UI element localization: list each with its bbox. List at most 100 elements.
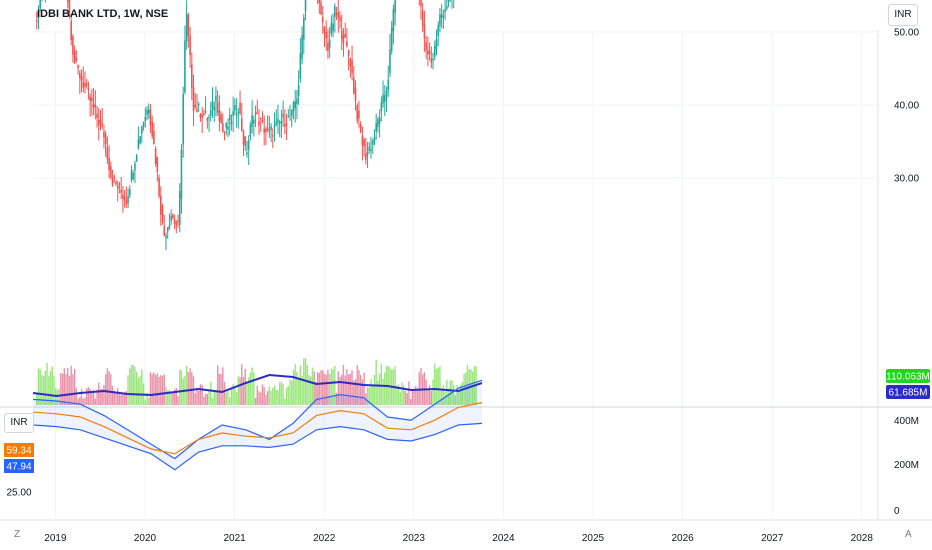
candle-body xyxy=(299,53,302,79)
volume-bar xyxy=(89,388,91,405)
candle-body xyxy=(387,79,390,91)
volume-bar xyxy=(358,370,360,405)
candle-body xyxy=(320,2,322,15)
candle-body xyxy=(94,104,97,108)
candle-body xyxy=(137,139,140,149)
volume-bar xyxy=(260,392,262,405)
candle-body xyxy=(197,103,200,105)
volume-bar xyxy=(151,374,153,405)
candle-body xyxy=(356,105,359,121)
candle-body xyxy=(263,128,265,133)
volume-bar xyxy=(277,390,279,405)
volume-bar xyxy=(210,381,212,405)
volume-bar xyxy=(366,386,369,405)
volume-bar xyxy=(284,398,286,405)
time-axis-label: 2020 xyxy=(134,533,157,544)
volume-bar xyxy=(318,373,321,405)
candle-body xyxy=(321,16,324,23)
candle-body xyxy=(390,27,393,52)
volume-bar xyxy=(94,398,97,405)
volume-bar xyxy=(58,388,60,405)
candle-body xyxy=(385,90,388,97)
candle-body xyxy=(151,121,153,137)
volume-bar xyxy=(292,369,295,405)
volume-bar xyxy=(208,391,210,405)
volume-bar xyxy=(65,374,67,405)
lower-pane-currency-button[interactable]: INR xyxy=(4,413,34,433)
volume-bar xyxy=(256,385,258,405)
volume-bar xyxy=(111,385,114,405)
candle-body xyxy=(265,128,267,132)
candle-body xyxy=(123,196,126,201)
candle-body xyxy=(115,181,117,184)
candle-body xyxy=(251,115,253,127)
candle-body xyxy=(301,34,303,59)
volume-bar xyxy=(291,380,293,405)
volume-bar xyxy=(244,368,246,405)
candle-body xyxy=(349,58,352,67)
volume-bar xyxy=(56,389,59,405)
volume-bar xyxy=(192,376,195,405)
volume-bar xyxy=(253,372,255,405)
volume-bar xyxy=(115,391,117,405)
auto-scale-button[interactable]: A xyxy=(905,529,912,540)
volume-bar xyxy=(87,387,90,405)
volume-bar xyxy=(265,394,267,405)
volume-bar xyxy=(153,372,155,405)
volume-bar xyxy=(206,393,209,405)
candle-body xyxy=(199,113,202,118)
candle-body xyxy=(380,102,383,111)
volume-bar xyxy=(404,390,407,405)
candle-body xyxy=(234,105,236,111)
candle-body xyxy=(435,39,438,49)
volume-bar xyxy=(137,377,140,405)
currency-button[interactable]: INR xyxy=(888,4,918,26)
volume-bar xyxy=(456,384,458,405)
candle-body xyxy=(172,214,174,219)
volume-bar xyxy=(242,376,245,405)
candle-body xyxy=(153,131,155,145)
volume-bar xyxy=(144,399,146,405)
volume-bar xyxy=(315,381,317,405)
candle-body xyxy=(240,118,243,132)
candle-body xyxy=(334,6,336,17)
volume-bar xyxy=(166,390,169,405)
volume-bar xyxy=(447,388,450,405)
candle-body xyxy=(166,227,169,232)
volume-bar xyxy=(335,392,338,405)
volume-bar xyxy=(332,369,334,405)
volume-bar xyxy=(39,369,41,405)
candle-body xyxy=(84,82,86,87)
candle-body xyxy=(287,116,290,118)
candle-body xyxy=(427,50,429,55)
volume-bar xyxy=(310,376,312,405)
candle-body xyxy=(73,50,76,64)
candle-body xyxy=(256,112,259,114)
timezone-button[interactable]: Z xyxy=(14,529,21,540)
volume-bar xyxy=(61,373,64,405)
candle-body xyxy=(290,109,293,116)
candle-body xyxy=(340,30,343,39)
candle-body xyxy=(209,109,212,116)
candle-body xyxy=(213,106,216,111)
time-axis-label: 2024 xyxy=(492,533,515,544)
volume-bar xyxy=(80,389,83,405)
volume-bar xyxy=(454,395,457,405)
candle-body xyxy=(201,114,203,119)
symbol-title: IDBI BANK LTD, 1W, NSE xyxy=(37,8,169,20)
candle-body xyxy=(141,126,143,134)
volume-bar xyxy=(180,370,183,405)
oscillator-line xyxy=(32,422,483,471)
candle-body xyxy=(156,157,159,172)
volume-bar xyxy=(146,392,148,405)
candle-body xyxy=(184,40,186,93)
candle-body xyxy=(111,178,114,186)
candle-body xyxy=(125,200,128,205)
candle-body xyxy=(103,132,105,138)
candle-body xyxy=(365,153,367,160)
candle-body xyxy=(37,11,40,19)
volume-bar xyxy=(408,381,410,405)
volume-bar xyxy=(98,382,100,405)
volume-bar xyxy=(403,385,405,405)
